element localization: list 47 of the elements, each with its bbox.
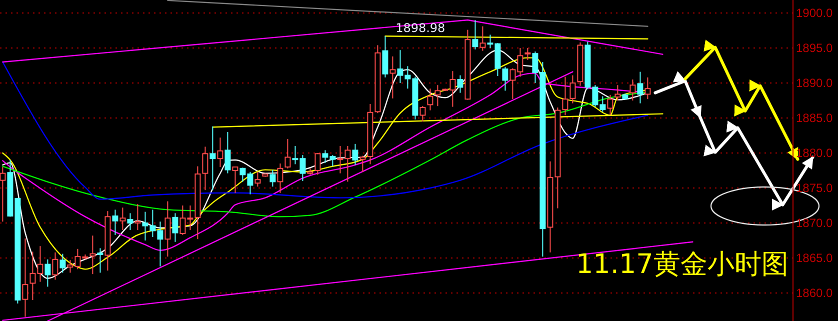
candlestick	[90, 235, 96, 275]
candlestick	[232, 166, 238, 194]
y-tick-label: 1875.0	[796, 181, 834, 196]
candlestick	[524, 48, 531, 60]
candlestick	[134, 204, 141, 230]
candlestick	[457, 74, 464, 94]
candlestick	[210, 126, 216, 191]
candlestick	[390, 56, 396, 99]
candlestick	[22, 238, 28, 318]
candlestick	[52, 252, 58, 280]
candlestick	[607, 94, 614, 116]
y-tick-label: 1890.0	[796, 76, 834, 90]
candlestick	[60, 253, 66, 274]
candlestick	[637, 71, 644, 104]
y-tick-label: 1885.0	[796, 111, 834, 126]
candlestick	[382, 36, 388, 78]
candlestick	[480, 26, 486, 52]
candlestick	[644, 76, 651, 100]
candlestick	[172, 212, 178, 242]
y-tick-label: 1900.0	[796, 6, 834, 20]
candlestick	[254, 171, 261, 188]
text: 11.17黄金小时图	[576, 249, 788, 280]
candlestick	[112, 209, 118, 236]
line-series	[2, 61, 648, 200]
candlestick	[164, 200, 171, 258]
candlestick	[127, 212, 134, 230]
candlestick	[352, 143, 358, 166]
candlestick	[314, 152, 321, 176]
candlestick	[97, 248, 104, 274]
y-tick-label: 1860.0	[796, 286, 834, 300]
candlestick	[0, 166, 6, 222]
candlestick	[120, 207, 126, 230]
y-tick-label: 1865.0	[796, 251, 834, 266]
candlestick	[630, 79, 636, 101]
candlestick	[284, 138, 291, 169]
candlestick	[420, 106, 426, 122]
y-tick-label: 1895.0	[796, 41, 834, 56]
candlestick	[277, 163, 284, 194]
annotation: 1898.98	[396, 21, 446, 36]
candlestick	[44, 258, 51, 288]
candlestick	[224, 132, 231, 174]
candlestick	[427, 88, 434, 111]
candlestick	[217, 137, 224, 168]
candlestick	[472, 20, 478, 50]
y-tick-label: 1870.0	[796, 216, 834, 230]
candlestick	[270, 169, 276, 188]
candlestick	[614, 84, 621, 101]
